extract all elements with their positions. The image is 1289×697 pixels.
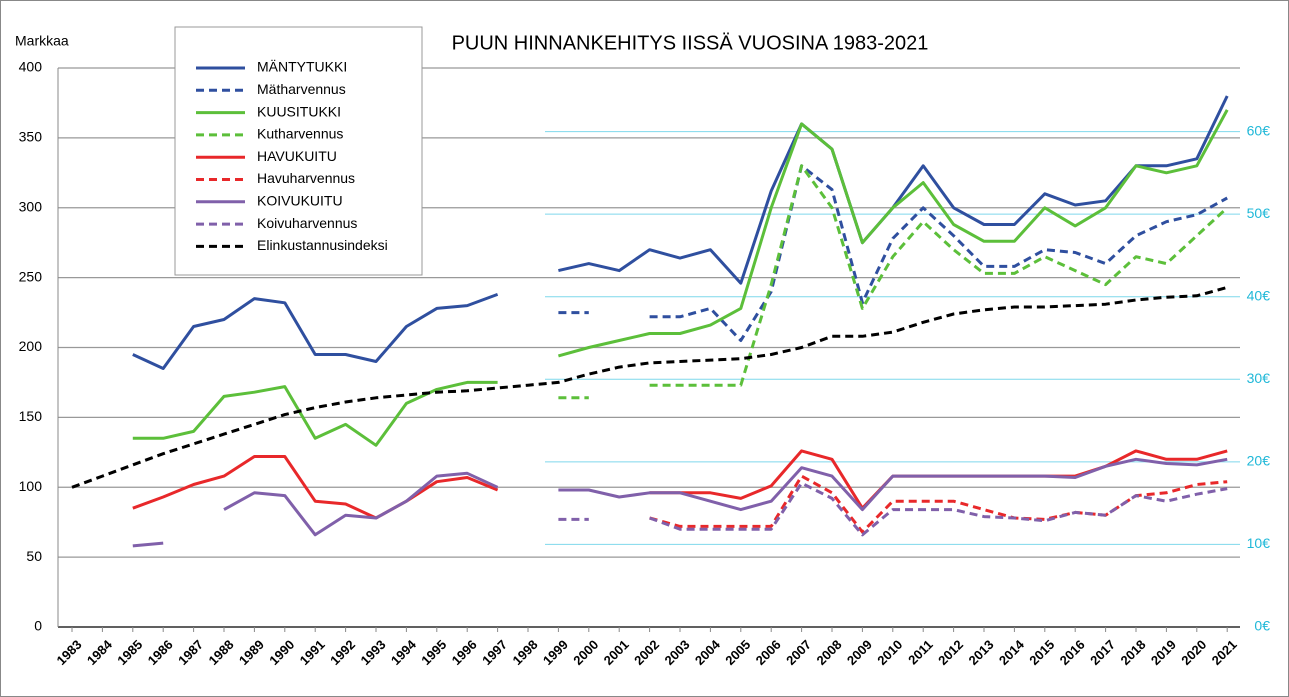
legend-label: MÄNTYTUKKI [257,59,347,75]
legend-label: Havuharvennus [257,170,355,186]
y-tick-label: 50 [26,548,42,564]
y2-tick-label: 30€ [1247,370,1271,386]
y2-tick-label: 0€ [1254,618,1270,634]
y-tick-label: 200 [19,338,43,354]
legend-label: Mätharvennus [257,81,346,97]
series-line [132,109,1229,447]
y2-tick-label: 40€ [1247,287,1271,303]
series-line [558,164,1229,400]
series-line [558,481,1228,537]
legend-label: Kutharvennus [257,126,343,142]
legend-label: Koivuharvennus [257,215,357,231]
series-line [132,457,1228,548]
y-tick-label: 300 [19,198,43,214]
y-axis-label: Markkaa [15,33,69,49]
legend-label: HAVUKUITU [257,148,337,164]
y2-tick-label: 60€ [1247,122,1271,138]
y-tick-label: 400 [19,59,43,75]
y-tick-label: 350 [19,129,43,145]
y2-tick-label: 50€ [1247,205,1271,221]
legend-label: KUUSITUKKI [257,103,341,119]
chart-title: PUUN HINNANKEHITYS IISSÄ VUOSINA 1983-20… [452,32,929,54]
legend-label: Elinkustannusindeksi [257,237,388,253]
y-tick-label: 0 [34,618,42,634]
y2-tick-label: 10€ [1247,535,1271,551]
y2-tick-label: 20€ [1247,453,1271,469]
lines [71,95,1229,548]
legend-label: KOIVUKUITU [257,193,343,209]
y-tick-label: 250 [19,268,43,284]
series-line [649,474,1228,534]
legend: MÄNTYTUKKI Mätharvennus KUUSITUKKI Kutharve… [174,26,423,276]
y-tick-label: 100 [19,478,43,494]
y-tick-label: 150 [19,408,43,424]
series-line [558,164,1228,342]
